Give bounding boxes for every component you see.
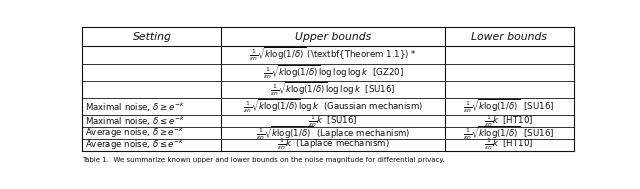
Text: Maximal noise, $\delta \geq e^{-k}$: Maximal noise, $\delta \geq e^{-k}$ xyxy=(86,100,185,114)
Text: Lower bounds: Lower bounds xyxy=(471,32,547,42)
Text: Setting: Setting xyxy=(132,32,172,42)
Text: Table 1.  We summarize known upper and lower bounds on the noise magnitude for d: Table 1. We summarize known upper and lo… xyxy=(83,156,445,163)
Text: Maximal noise, $\delta \leq e^{-k}$: Maximal noise, $\delta \leq e^{-k}$ xyxy=(86,115,185,128)
Text: $\frac{1}{\varepsilon n}\sqrt{k\log(1/\delta)}\log k$  (Gaussian mechanism): $\frac{1}{\varepsilon n}\sqrt{k\log(1/\d… xyxy=(243,98,423,115)
Text: $\frac{1}{\varepsilon n}\sqrt{k\log(1/\delta)}$  (Laplace mechanism): $\frac{1}{\varepsilon n}\sqrt{k\log(1/\d… xyxy=(256,125,410,142)
Text: $\frac{1}{\varepsilon n}\sqrt{k\log(1/\delta)}$  [SU16]: $\frac{1}{\varepsilon n}\sqrt{k\log(1/\d… xyxy=(463,98,555,115)
Text: $\frac{1}{\varepsilon n}\sqrt{k\log(1/\delta)}\log\log\log k$  [GZ20]: $\frac{1}{\varepsilon n}\sqrt{k\log(1/\d… xyxy=(262,64,403,81)
Text: $\frac{1}{\varepsilon n}\sqrt{k\log(1/\delta)}$  [SU16]: $\frac{1}{\varepsilon n}\sqrt{k\log(1/\d… xyxy=(463,125,555,142)
Text: $\frac{1}{\varepsilon n}\sqrt{k\log(1/\delta)}\log\log k$  [SU16]: $\frac{1}{\varepsilon n}\sqrt{k\log(1/\d… xyxy=(270,81,396,98)
Text: $\frac{1}{\varepsilon n}\sqrt{k\log(1/\delta)}$ (\textbf{Theorem 1.1}) *: $\frac{1}{\varepsilon n}\sqrt{k\log(1/\d… xyxy=(249,46,417,64)
Text: $\frac{1}{\varepsilon n}k$  (Laplace mechanism): $\frac{1}{\varepsilon n}k$ (Laplace mech… xyxy=(276,137,389,152)
Text: Average noise, $\delta \geq e^{-k}$: Average noise, $\delta \geq e^{-k}$ xyxy=(86,126,185,140)
Text: $\frac{1}{\varepsilon n}k$  [SU16]: $\frac{1}{\varepsilon n}k$ [SU16] xyxy=(308,114,358,129)
Text: $\frac{1}{\varepsilon n}k$  [HT10]: $\frac{1}{\varepsilon n}k$ [HT10] xyxy=(484,114,534,129)
Text: Average noise, $\delta \leq e^{-k}$: Average noise, $\delta \leq e^{-k}$ xyxy=(86,138,185,152)
Text: $\frac{1}{\varepsilon n}k$  [HT10]: $\frac{1}{\varepsilon n}k$ [HT10] xyxy=(484,137,534,152)
Text: Upper bounds: Upper bounds xyxy=(295,32,371,42)
